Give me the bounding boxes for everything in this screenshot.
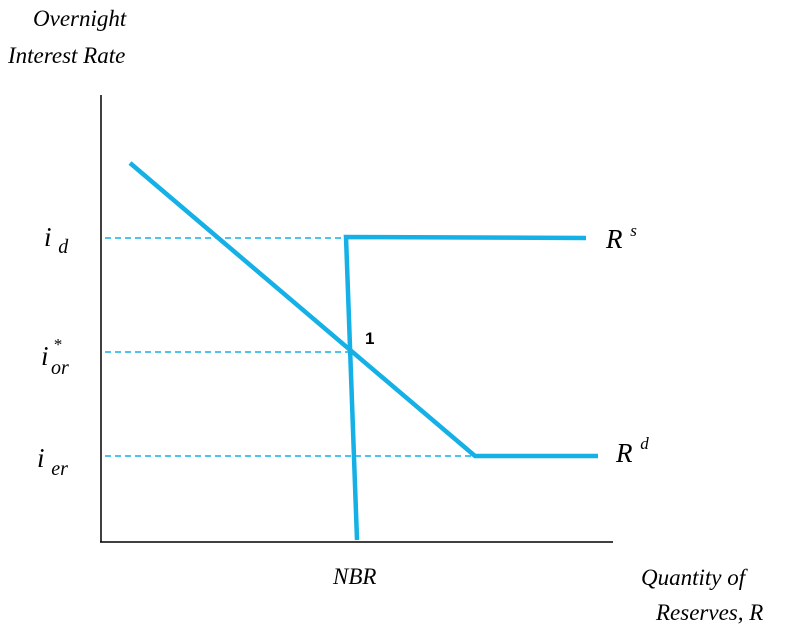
y-axis-title: Overnight Interest Rate (7, 6, 132, 68)
y-axis-title-line-2: Interest Rate (7, 43, 125, 68)
tick-i-er-sub: er (51, 458, 68, 480)
tick-i-or-sup: * (53, 335, 62, 354)
label-reserve-supply: R s (605, 221, 637, 254)
reserve-supply-curve (343, 234, 587, 541)
tick-i-d-sub: d (58, 236, 69, 258)
tick-label-i-er: i er (37, 443, 68, 480)
tick-i-or-base: i (41, 341, 49, 371)
reserve-demand-curve (128, 161, 598, 459)
x-axis-title-line-2: Reserves, R (655, 600, 763, 625)
equilibrium-point-label: 1 (365, 329, 374, 348)
tick-i-er-base: i (37, 443, 45, 473)
tick-i-or-sub: or (51, 357, 69, 379)
tick-label-i-or: i (41, 341, 49, 371)
tick-label-i-d: i d (44, 222, 69, 258)
label-reserve-demand: R d (615, 434, 649, 468)
y-axis-title-line-1: Overnight (33, 6, 127, 31)
label-rs-base: R (605, 224, 623, 254)
tick-label-nbr: NBR (332, 564, 376, 589)
label-rs-sup: s (630, 221, 637, 240)
x-axis-title: Quantity of Reserves, R (641, 565, 763, 625)
x-axis-title-line-1: Quantity of (641, 565, 749, 590)
tick-i-d-base: i (44, 222, 52, 252)
label-rd-sup: d (640, 434, 649, 453)
label-rd-base: R (615, 438, 633, 468)
